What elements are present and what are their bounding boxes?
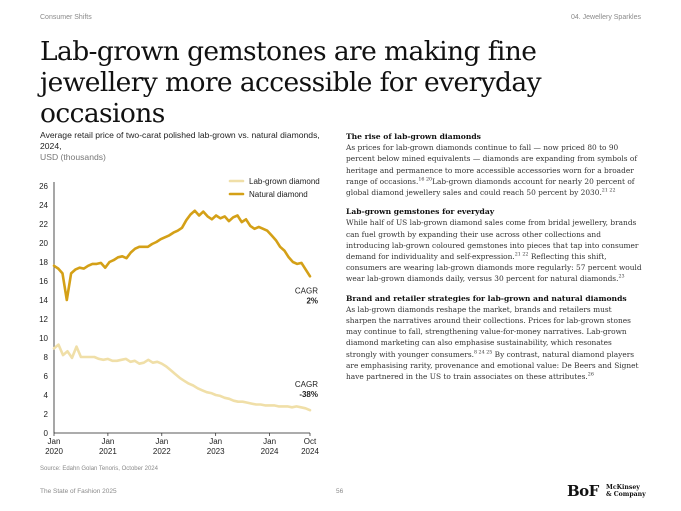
- chart-unit-label: USD (thousands): [40, 152, 106, 162]
- series-line-natural: [52, 209, 312, 302]
- x-tick-label-year: 2020: [45, 447, 63, 456]
- section-body-everyday: While half of US lab-grown diamond sales…: [346, 218, 642, 284]
- x-tick-label-month: Jan: [48, 437, 61, 446]
- section-label: Consumer Shifts: [40, 14, 92, 21]
- x-tick-label-month: Jan: [101, 437, 114, 446]
- section-body-strategies: As lab-grown diamonds reshape the market…: [346, 304, 639, 382]
- y-tick-label: 16: [39, 277, 48, 286]
- price-line-chart: 02468101214161820222426Jan2020Jan2021Jan…: [39, 177, 320, 456]
- section-body-rise: As prices for lab-grown diamonds continu…: [346, 143, 638, 198]
- y-tick-label: 20: [39, 239, 48, 248]
- y-tick-label: 18: [39, 258, 48, 267]
- y-tick-label: 22: [39, 220, 48, 229]
- y-tick-label: 2: [44, 410, 49, 419]
- cagr-label: CAGR: [295, 380, 318, 389]
- section-heading-rise: The rise of lab-grown diamonds: [346, 132, 481, 141]
- y-tick-label: 24: [39, 201, 48, 210]
- page-headline: Lab-grown gemstones are making fine jewe…: [40, 36, 542, 129]
- y-tick-label: 12: [39, 315, 48, 324]
- y-tick-label: 6: [44, 372, 49, 381]
- section-heading-strategies: Brand and retailer strategies for lab-gr…: [346, 293, 627, 303]
- legend-label: Natural diamond: [249, 190, 308, 199]
- x-tick-label-year: 2021: [99, 447, 117, 456]
- y-tick-label: 4: [44, 391, 49, 400]
- cagr-value: -38%: [299, 390, 318, 399]
- series-line-lab-grown: [52, 343, 312, 412]
- y-tick-label: 8: [44, 353, 49, 362]
- y-tick-label: 26: [39, 182, 48, 191]
- mckinsey-logo: McKinsey & Company: [606, 484, 646, 498]
- x-tick-label-month: Jan: [263, 437, 276, 446]
- page-number: 56: [336, 488, 344, 495]
- x-tick-label-year: 2024: [261, 447, 279, 456]
- x-tick-label-month: Jan: [209, 437, 222, 446]
- legend-label: Lab-grown diamond: [249, 177, 320, 186]
- chapter-label: 04. Jewellery Sparkles: [570, 14, 641, 21]
- cagr-label: CAGR: [295, 286, 318, 295]
- x-tick-label-month: Oct: [304, 437, 317, 446]
- y-tick-label: 0: [44, 429, 49, 438]
- footer-publication: The State of Fashion 2025: [40, 488, 117, 495]
- chart-title: Average retail price of two-carat polish…: [40, 130, 320, 151]
- x-tick-label-month: Jan: [155, 437, 168, 446]
- y-tick-label: 14: [39, 296, 48, 305]
- y-tick-label: 10: [39, 334, 48, 343]
- x-tick-label-year: 2024: [301, 447, 319, 456]
- chart-source: Source: Edahn Golan Tenoris, October 202…: [40, 466, 158, 472]
- x-tick-label-year: 2022: [153, 447, 171, 456]
- bof-logo: BoF: [567, 482, 599, 500]
- x-tick-label-year: 2023: [207, 447, 225, 456]
- article-column: The rise of lab-grown diamonds As prices…: [346, 131, 644, 390]
- cagr-value: 2%: [306, 296, 318, 305]
- section-heading-everyday: Lab-grown gemstones for everyday: [346, 207, 495, 217]
